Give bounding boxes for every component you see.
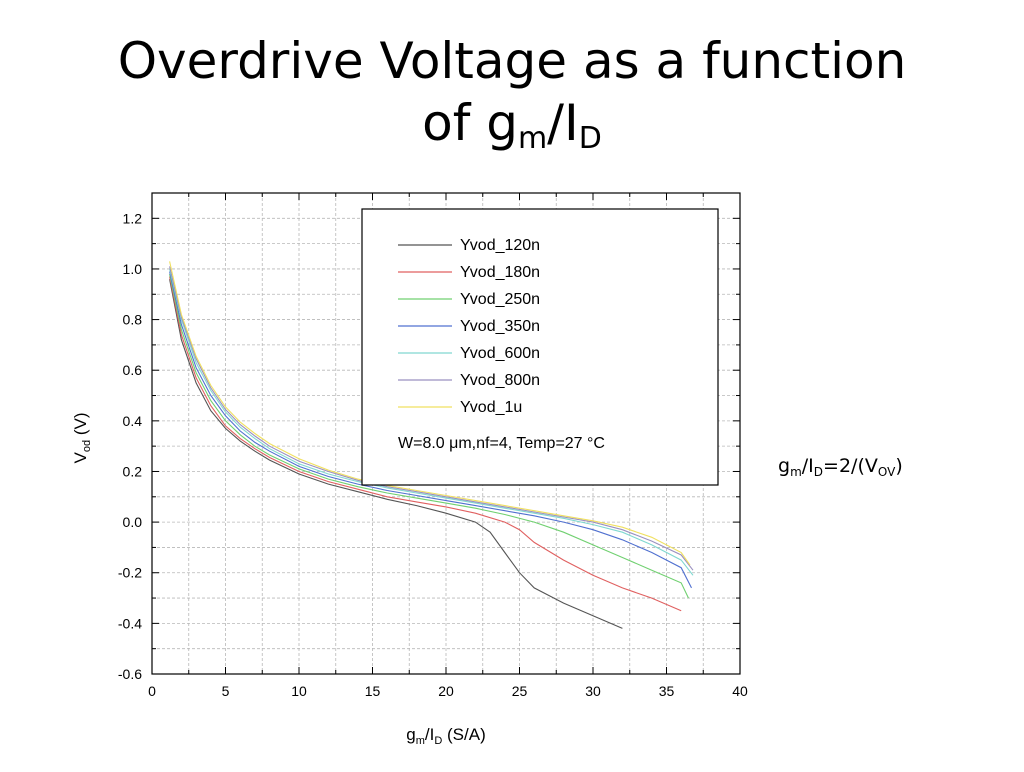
chart-container: 0 5 10 15 20 25 30 35 40 -0.6 -0.4 -0.2 0.0 0.2 0.4 0.6… [0,180,780,768]
legend: Yvod_120n Yvod_180n Yvod_250n Yvod_350n Yvod… [361,208,719,486]
legend-label: Yvod_180n [460,264,540,281]
y-tick-label: 0.6 [123,362,143,378]
legend-label: Yvod_1u [460,399,522,416]
y-tick-label: -0.2 [118,565,142,581]
title-line-1: Overdrive Voltage as a function [117,32,907,90]
line-chart: 0 5 10 15 20 25 30 35 40 -0.6 -0.4 -0.2 0.0 0.2 0.4 0.6… [71,192,748,747]
x-tick-label: 40 [732,683,748,699]
legend-label: Yvod_350n [460,318,540,335]
legend-items: Yvod_120n Yvod_180n Yvod_250n Yvod_350n Yvod… [398,237,540,416]
chart-annotation: W=8.0 μm,nf=4, Temp=27 °C [398,435,605,452]
series-line-Yvod_180n [169,276,682,612]
legend-box [361,208,719,486]
legend-label: Yvod_600n [460,345,540,362]
y-tick-label: 1.2 [123,210,143,226]
title-line-2: of gm/ID [422,94,602,156]
x-tick-label: 10 [291,683,307,699]
y-tick-label: 0.2 [123,463,143,479]
series-line-Yvod_800n [169,266,694,571]
series-line-Yvod_250n [169,273,689,599]
y-tick-label: 0.8 [123,312,143,328]
x-tick-label: 20 [438,683,454,699]
y-tick-label: -0.6 [118,666,142,682]
side-formula: gm/ID=2/(VOV) [778,455,903,479]
slide-title: Overdrive Voltage as a function of gm/ID [0,30,1024,154]
x-tick-label: 0 [148,683,156,699]
y-tick-label: 1.0 [123,261,143,277]
x-tick-label: 5 [222,683,230,699]
series-line-Yvod_350n [169,271,692,589]
y-tick-label: 0.0 [123,514,143,530]
x-tick-label: 25 [512,683,528,699]
x-axis-label: gm/ID (S/A) [406,725,486,747]
legend-label: Yvod_250n [460,291,540,308]
legend-label: Yvod_120n [460,237,540,254]
legend-label: Yvod_800n [460,372,540,389]
axis-ticks: 0 5 10 15 20 25 30 35 40 -0.6 -0.4 -0.2 0.0 0.2 0.4 0.6… [118,192,748,699]
x-tick-label: 15 [365,683,381,699]
x-tick-label: 30 [585,683,601,699]
y-axis-label: Vod (V) [71,413,93,464]
y-tick-label: -0.4 [118,615,142,631]
series-line-Yvod_120n [169,278,623,629]
series-line-Yvod_600n [169,268,694,576]
x-tick-label: 35 [659,683,675,699]
y-tick-label: 0.4 [123,413,143,429]
